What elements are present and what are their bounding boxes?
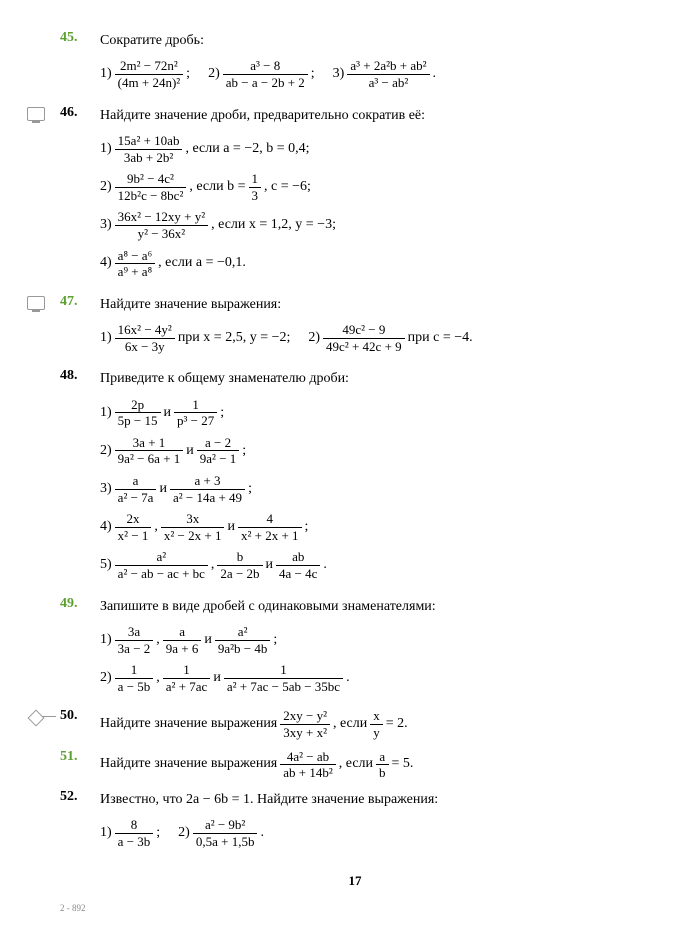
fraction: 9b² − 4c²12b²c − 8bc²: [115, 171, 187, 203]
fraction: ab4a − 4c: [276, 549, 320, 581]
diamond-icon: [26, 710, 46, 724]
fraction: 2xy − y²3xy + x²: [280, 708, 330, 740]
fraction: a9a + 6: [163, 624, 202, 656]
subpart: 1) 2p5p − 15 и 1p³ − 27;: [100, 397, 650, 429]
fraction: a²a² − ab − ac + bc: [115, 549, 208, 581]
problem-title: Приведите к общему знаменателю дроби:: [100, 368, 650, 390]
fraction: 1a² + 7ac: [163, 662, 211, 694]
problem-51: 51. Найдите значение выражения 4a² − abab…: [60, 749, 650, 781]
footer-code: 2 - 892: [60, 903, 650, 913]
fraction: 13: [249, 171, 262, 203]
problem-title: Найдите значение выражения:: [100, 294, 650, 316]
fraction: 1a² + 7ac − 5ab − 35bc: [224, 662, 343, 694]
problem-48: 48. Приведите к общему знаменателю дроби:…: [60, 368, 650, 587]
fraction: a²9a²b − 4b: [215, 624, 271, 656]
fraction: a³ − 8ab − a − 2b + 2: [223, 58, 308, 90]
fraction: a − 29a² − 1: [197, 435, 240, 467]
fraction: 8a − 3b: [115, 817, 154, 849]
subpart: 1) 16x² − 4y²6x − 3y при x = 2,5, y = −2…: [100, 322, 290, 354]
subpart: 2) a² − 9b²0,5a + 1,5b.: [178, 817, 264, 849]
problem-body: Приведите к общему знаменателю дроби: 1) …: [100, 368, 650, 587]
subpart: 2) 3a + 19a² − 6a + 1 и a − 29a² − 1;: [100, 435, 650, 467]
monitor-icon: [26, 107, 46, 121]
fraction: 4a² − abab + 14b²: [280, 749, 336, 781]
problem-number: 47.: [60, 294, 92, 310]
problem-49: 49. Запишите в виде дробей с одинаковыми …: [60, 596, 650, 701]
problem-body: Сократите дробь: 1) 2m² − 72n²(4m + 24n)²…: [100, 30, 650, 97]
fraction: a³ + 2a²b + ab²a³ − ab²: [347, 58, 429, 90]
fraction: 36x² − 12xy + y²y² − 36x²: [115, 209, 208, 241]
problem-number: 51.: [60, 749, 92, 765]
fraction: 3xx² − 2x + 1: [161, 511, 225, 543]
fraction: 1p³ − 27: [174, 397, 217, 429]
fraction: 3a + 19a² − 6a + 1: [115, 435, 184, 467]
subpart: 2) a³ − 8ab − a − 2b + 2;: [208, 58, 315, 90]
subpart: 1) 8a − 3b;: [100, 817, 160, 849]
problem-50: 50. Найдите значение выражения 2xy − y²3x…: [60, 708, 650, 740]
subpart: 4) a⁸ − a⁶a⁹ + a⁸, если a = −0,1.: [100, 248, 650, 280]
fraction: ab: [376, 749, 389, 781]
fraction: aa² − 7a: [115, 473, 157, 505]
problem-body: Найдите значение выражения 4a² − abab + …: [100, 749, 650, 781]
problem-body: Известно, что 2a − 6b = 1. Найдите значе…: [100, 789, 650, 856]
subpart: 2) 9b² − 4c²12b²c − 8bc², если b = 13, c…: [100, 171, 650, 203]
problem-47: 47. Найдите значение выражения: 1) 16x² − …: [60, 294, 650, 361]
subpart: 3) aa² − 7a и a + 3a² − 14a + 49;: [100, 473, 650, 505]
problem-body: Найдите значение выражения 2xy − y²3xy +…: [100, 708, 650, 740]
fraction: 2m² − 72n²(4m + 24n)²: [115, 58, 184, 90]
problem-45: 45. Сократите дробь: 1) 2m² − 72n²(4m + 24…: [60, 30, 650, 97]
problem-title: Запишите в виде дробей с одинаковыми зна…: [100, 596, 650, 618]
subpart: 3) 36x² − 12xy + y²y² − 36x², если x = 1…: [100, 209, 650, 241]
fraction: 1a − 5b: [115, 662, 154, 694]
problem-number: 45.: [60, 30, 92, 46]
page-number: 17: [60, 873, 650, 889]
subpart: 1) 15a² + 10ab3ab + 2b², если a = −2, b …: [100, 133, 650, 165]
subpart: 1) 3a3a − 2 , a9a + 6 и a²9a²b − 4b;: [100, 624, 650, 656]
problem-body: Запишите в виде дробей с одинаковыми зна…: [100, 596, 650, 701]
problem-number: 48.: [60, 368, 92, 384]
subpart: 3) a³ + 2a²b + ab²a³ − ab².: [333, 58, 436, 90]
problem-number: 52.: [60, 789, 92, 805]
subpart: 2) 1a − 5b , 1a² + 7ac и 1a² + 7ac − 5ab…: [100, 662, 650, 694]
problem-title: Известно, что 2a − 6b = 1. Найдите значе…: [100, 789, 650, 811]
problem-number: 46.: [60, 105, 92, 121]
fraction: b2a − 2b: [217, 549, 262, 581]
problem-52: 52. Известно, что 2a − 6b = 1. Найдите зн…: [60, 789, 650, 856]
problem-number: 50.: [60, 708, 92, 724]
fraction: 2xx² − 1: [115, 511, 152, 543]
subpart: 2) 49c² − 949c² + 42c + 9 при c = −4.: [308, 322, 472, 354]
fraction: 2p5p − 15: [115, 397, 161, 429]
subpart: 5) a²a² − ab − ac + bc , b2a − 2b и ab4a…: [100, 549, 650, 581]
problem-body: Найдите значение дроби, предварительно с…: [100, 105, 650, 286]
problem-title: Найдите значение выражения 2xy − y²3xy +…: [100, 708, 650, 740]
problem-title: Найдите значение дроби, предварительно с…: [100, 105, 650, 127]
problem-46: 46. Найдите значение дроби, предварительн…: [60, 105, 650, 286]
fraction: a⁸ − a⁶a⁹ + a⁸: [115, 248, 155, 280]
subpart: 1) 2m² − 72n²(4m + 24n)²;: [100, 58, 190, 90]
fraction: xy: [370, 708, 383, 740]
monitor-icon: [26, 296, 46, 310]
math-page: 45. Сократите дробь: 1) 2m² − 72n²(4m + 24…: [0, 0, 700, 933]
fraction: 4x² + 2x + 1: [238, 511, 302, 543]
subpart: 4) 2xx² − 1 , 3xx² − 2x + 1 и 4x² + 2x +…: [100, 511, 650, 543]
fraction: 15a² + 10ab3ab + 2b²: [115, 133, 183, 165]
problem-number: 49.: [60, 596, 92, 612]
problem-title: Найдите значение выражения 4a² − abab + …: [100, 749, 650, 781]
problem-title: Сократите дробь:: [100, 30, 650, 52]
fraction: a + 3a² − 14a + 49: [170, 473, 245, 505]
fraction: 16x² − 4y²6x − 3y: [115, 322, 175, 354]
fraction: 3a3a − 2: [115, 624, 154, 656]
fraction: a² − 9b²0,5a + 1,5b: [193, 817, 258, 849]
problem-body: Найдите значение выражения: 1) 16x² − 4y²…: [100, 294, 650, 361]
fraction: 49c² − 949c² + 42c + 9: [323, 322, 405, 354]
